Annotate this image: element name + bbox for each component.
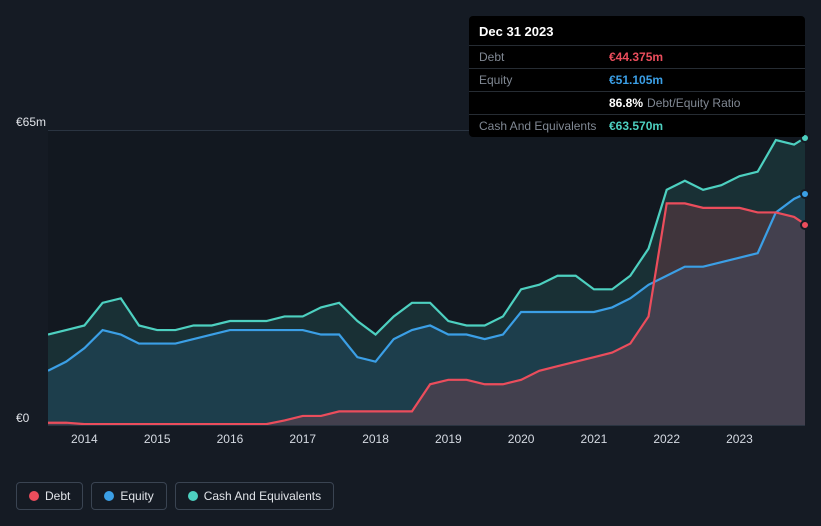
legend-swatch [104, 491, 114, 501]
legend-label: Equity [120, 489, 153, 503]
chart-tooltip: Dec 31 2023 Debt €44.375m Equity €51.105… [469, 16, 805, 137]
tooltip-row-debt: Debt €44.375m [469, 45, 805, 68]
y-axis-max-label: €65m [16, 115, 46, 129]
y-axis-min-label: €0 [16, 411, 29, 425]
legend-label: Debt [45, 489, 70, 503]
x-axis-tick: 2017 [289, 432, 316, 446]
x-axis-tick: 2018 [362, 432, 389, 446]
x-axis-tick: 2016 [217, 432, 244, 446]
tooltip-row-equity: Equity €51.105m [469, 68, 805, 91]
x-axis-tick: 2019 [435, 432, 462, 446]
legend-item-debt[interactable]: Debt [16, 482, 83, 510]
legend-label: Cash And Equivalents [204, 489, 321, 503]
tooltip-row-ratio: 86.8% Debt/Equity Ratio [469, 91, 805, 114]
x-axis-tick: 2021 [581, 432, 608, 446]
chart-svg [48, 131, 805, 425]
x-axis-tick: 2014 [71, 432, 98, 446]
tooltip-cash-value: €63.570m [609, 119, 663, 133]
financial-chart: €65m €0 20142015201620172018201920202021… [16, 122, 805, 510]
chart-legend: Debt Equity Cash And Equivalents [16, 482, 334, 510]
legend-swatch [29, 491, 39, 501]
chart-plot-area[interactable] [48, 130, 805, 426]
tooltip-equity-value: €51.105m [609, 73, 663, 87]
x-axis-ticks: 2014 2015 2016 2017 2018 2019 2020 2021 2022 2023 [48, 432, 805, 452]
legend-item-equity[interactable]: Equity [91, 482, 166, 510]
legend-swatch [188, 491, 198, 501]
tooltip-cash-label: Cash And Equivalents [479, 119, 609, 133]
x-axis-tick: 2015 [144, 432, 171, 446]
tooltip-date: Dec 31 2023 [469, 16, 805, 45]
x-axis-tick: 2023 [726, 432, 753, 446]
tooltip-row-cash: Cash And Equivalents €63.570m [469, 114, 805, 137]
series-end-marker [800, 189, 810, 199]
x-axis-tick: 2020 [508, 432, 535, 446]
tooltip-debt-value: €44.375m [609, 50, 663, 64]
tooltip-ratio-label: Debt/Equity Ratio [647, 96, 740, 110]
series-end-marker [800, 220, 810, 230]
tooltip-equity-label: Equity [479, 73, 609, 87]
x-axis-tick: 2022 [653, 432, 680, 446]
legend-item-cash-and-equivalents[interactable]: Cash And Equivalents [175, 482, 334, 510]
tooltip-debt-label: Debt [479, 50, 609, 64]
tooltip-ratio-pct: 86.8% [609, 96, 643, 110]
